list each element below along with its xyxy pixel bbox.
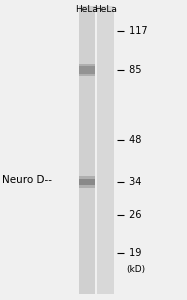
Text: 26: 26 [126,210,142,220]
Bar [79,64,95,76]
Text: HeLa: HeLa [76,4,98,14]
Text: 19: 19 [126,248,142,258]
Bar [79,176,95,188]
Text: 117: 117 [126,26,148,36]
Bar [79,66,95,74]
Bar [79,6,95,294]
Text: 85: 85 [126,65,142,75]
Text: (kD): (kD) [126,265,145,274]
Bar [79,179,95,185]
Bar [97,6,114,294]
Text: Neuro D--: Neuro D-- [2,176,52,185]
Text: 34: 34 [126,177,142,187]
Text: 48: 48 [126,135,142,145]
Text: HeLa: HeLa [94,4,117,14]
